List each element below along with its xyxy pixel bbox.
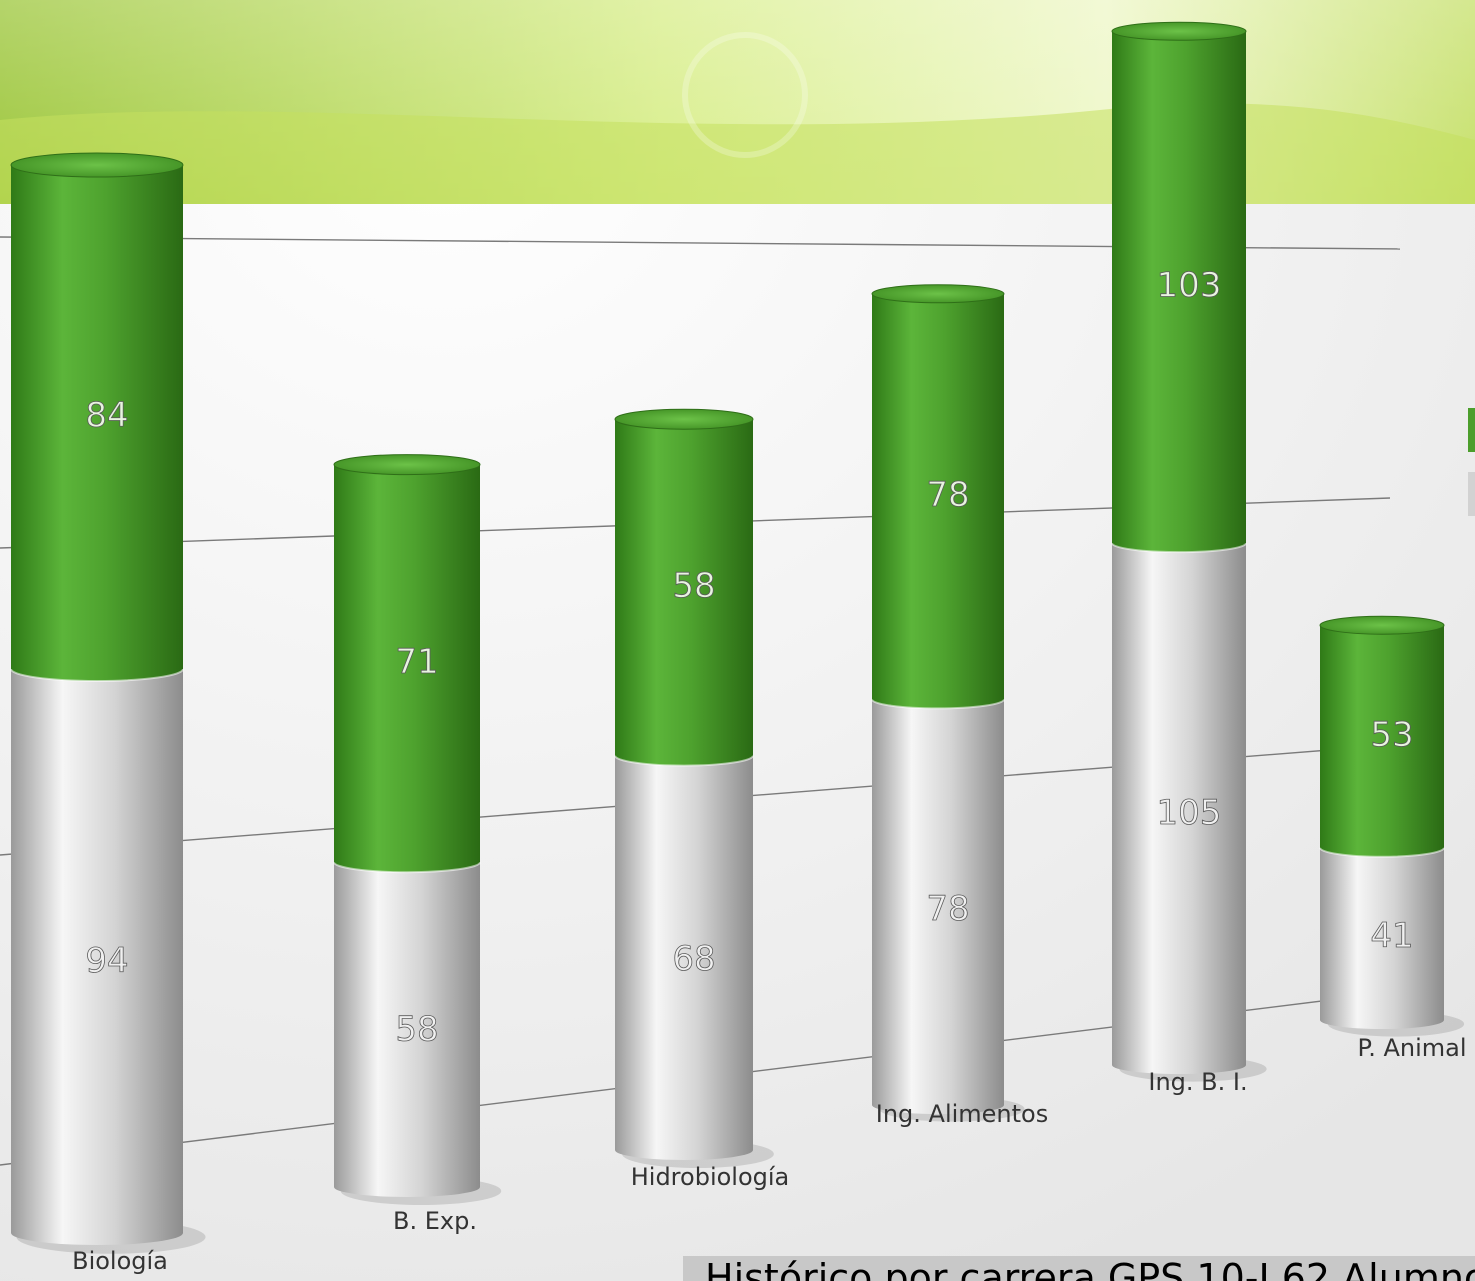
bar-top-cap bbox=[1319, 615, 1445, 635]
legend-swatch-gray bbox=[1468, 472, 1475, 516]
category-labels: Biología B. Exp. Hidrobiología Ing. Aliment… bbox=[72, 1034, 1466, 1275]
bar-segment-gray bbox=[334, 862, 480, 1197]
bar-segment-gray bbox=[1112, 543, 1246, 1074]
bar-value-label-gray: 68 bbox=[672, 939, 715, 979]
bar-top-cap bbox=[10, 152, 184, 178]
bar-segment-junction bbox=[614, 755, 754, 767]
bar-value-label-gray: 78 bbox=[926, 889, 969, 929]
bar-value-label-green: 71 bbox=[395, 642, 438, 682]
bar-segment-gray bbox=[872, 699, 1004, 1114]
bar-top-cap bbox=[871, 284, 1005, 304]
bar-value-label-gray: 58 bbox=[395, 1010, 438, 1050]
bar-segment-green bbox=[334, 464, 480, 873]
bar-segment-green bbox=[1112, 31, 1246, 553]
bar-group: 68 58 bbox=[614, 408, 774, 1168]
bar-value-label-gray: 41 bbox=[1370, 916, 1413, 956]
bar-top-cap bbox=[333, 454, 481, 476]
bar-top-cap bbox=[614, 408, 754, 430]
bar-group: 41 53 bbox=[1319, 615, 1465, 1037]
bar-value-label-green: 53 bbox=[1370, 715, 1413, 755]
bar-segment-green bbox=[11, 165, 183, 681]
bar-top-cap bbox=[1111, 21, 1247, 41]
bar-value-label-green: 84 bbox=[85, 396, 128, 436]
bar-segment-gray bbox=[11, 669, 183, 1245]
bar-segment-junction bbox=[1111, 542, 1247, 554]
bar-segment-junction bbox=[1319, 847, 1445, 858]
bar-segment-junction bbox=[333, 861, 481, 874]
header-band-ring bbox=[682, 32, 808, 158]
bar-value-label-gray: 94 bbox=[85, 941, 128, 981]
bar-group: 105 103 bbox=[1111, 21, 1267, 1082]
x-tick-label: Ing. Alimentos bbox=[876, 1100, 1049, 1128]
x-tick-label: P. Animal bbox=[1357, 1034, 1466, 1062]
bar-segment-junction bbox=[10, 668, 184, 682]
bar-segment-gray bbox=[615, 755, 753, 1160]
bar-group: 94 84 bbox=[10, 152, 206, 1254]
x-tick-label: Biología bbox=[72, 1247, 168, 1275]
bar-group: 58 71 bbox=[333, 454, 502, 1205]
bar-group: 78 78 bbox=[871, 284, 1025, 1122]
bar-segment-gray bbox=[1320, 847, 1444, 1029]
header-band-wave bbox=[0, 103, 1475, 204]
bar-segment-green bbox=[615, 419, 753, 766]
bar-value-label-gray: 105 bbox=[1157, 793, 1222, 833]
bar-segment-green bbox=[1320, 625, 1444, 857]
bar-value-label-green: 103 bbox=[1157, 266, 1222, 306]
bar-segment-green bbox=[872, 293, 1004, 709]
legend-swatch-green bbox=[1468, 408, 1475, 452]
bar-segment-junction bbox=[871, 699, 1005, 710]
x-tick-label: Hidrobiología bbox=[631, 1163, 790, 1191]
x-tick-label: B. Exp. bbox=[393, 1207, 477, 1235]
chart-caption-box: Histórico por carrera GPS 10-I 62 Alumno… bbox=[683, 1256, 1475, 1281]
x-tick-label: Ing. B. I. bbox=[1148, 1068, 1247, 1096]
chart-caption: Histórico por carrera GPS 10-I 62 Alumno… bbox=[705, 1256, 1475, 1281]
bar-value-label-green: 58 bbox=[672, 566, 715, 606]
bar-value-label-green: 78 bbox=[926, 475, 969, 515]
bars-layer: 94 84 58 71 68 58 78 78 105 103 41 53 bbox=[10, 21, 1465, 1254]
